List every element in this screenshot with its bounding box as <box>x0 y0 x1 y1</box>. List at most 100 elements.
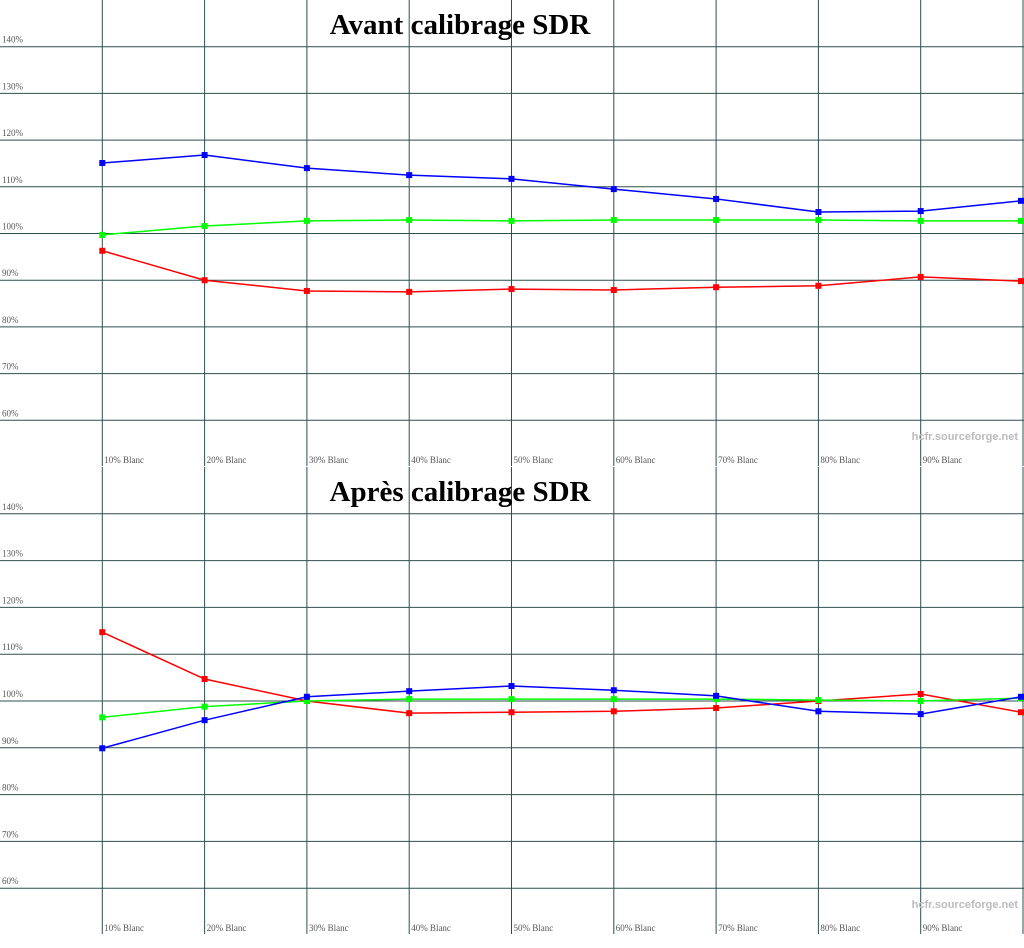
x-tick-label: 60% Blanc <box>616 455 656 465</box>
data-point <box>303 287 310 294</box>
data-point <box>99 159 106 166</box>
y-tick-label: 120% <box>2 128 24 138</box>
data-point <box>508 175 515 182</box>
chart-title: Avant calibrage SDR <box>330 9 592 41</box>
y-tick-label: 60% <box>2 408 19 418</box>
data-point <box>713 696 720 703</box>
data-point <box>815 282 822 289</box>
data-point <box>406 172 413 179</box>
data-point <box>201 717 208 724</box>
series-line <box>102 685 1022 749</box>
series-line <box>102 250 1022 293</box>
data-point <box>508 709 515 716</box>
x-tick-label: 20% Blanc <box>207 455 247 465</box>
x-tick-label: 20% Blanc <box>207 923 247 933</box>
y-tick-label: 60% <box>2 876 19 886</box>
data-point <box>406 710 413 717</box>
data-point <box>815 209 822 216</box>
data-point <box>99 247 106 254</box>
data-point <box>1018 217 1024 224</box>
x-tick-label: 50% Blanc <box>514 455 554 465</box>
data-point <box>713 216 720 223</box>
data-point <box>99 629 106 636</box>
y-tick-label: 140% <box>2 502 24 512</box>
y-tick-label: 130% <box>2 81 24 91</box>
x-tick-label: 90% Blanc <box>923 455 963 465</box>
data-point <box>201 277 208 284</box>
data-point <box>1018 197 1024 204</box>
data-point <box>917 217 924 224</box>
data-point <box>201 223 208 230</box>
data-point <box>508 217 515 224</box>
y-tick-label: 80% <box>2 315 19 325</box>
series-line <box>101 631 1022 714</box>
data-point <box>917 273 924 280</box>
x-tick-label: 30% Blanc <box>309 455 349 465</box>
y-tick-label: 100% <box>2 222 24 232</box>
watermark: hcfr.sourceforge.net <box>912 431 1019 443</box>
data-point <box>201 676 208 683</box>
data-point <box>815 708 822 715</box>
x-tick-label: 70% Blanc <box>718 923 758 933</box>
data-point <box>508 696 515 703</box>
x-tick-label: 70% Blanc <box>718 455 758 465</box>
data-point <box>303 217 310 224</box>
data-point <box>610 696 617 703</box>
y-tick-label: 120% <box>2 595 24 605</box>
data-point <box>917 690 924 697</box>
data-point <box>610 287 617 294</box>
x-tick-label: 80% Blanc <box>820 455 860 465</box>
chart-title: Après calibrage SDR <box>330 476 592 508</box>
data-point <box>610 216 617 223</box>
data-point <box>1018 709 1024 716</box>
data-point <box>917 698 924 704</box>
data-point <box>99 231 106 238</box>
data-point <box>406 288 413 295</box>
series-line <box>102 154 1022 213</box>
x-tick-label: 30% Blanc <box>309 923 349 933</box>
watermark: hcfr.sourceforge.net <box>912 899 1019 911</box>
data-point <box>1018 693 1024 700</box>
data-point <box>508 683 515 690</box>
data-point <box>610 186 617 193</box>
data-point <box>303 165 310 172</box>
y-tick-label: 90% <box>2 736 19 746</box>
y-tick-label: 70% <box>2 362 19 372</box>
data-point <box>917 208 924 215</box>
y-tick-label: 80% <box>2 783 19 793</box>
data-point <box>508 286 515 293</box>
data-point <box>201 703 208 710</box>
x-tick-label: 10% Blanc <box>104 923 144 933</box>
series-line <box>102 219 1021 236</box>
y-tick-label: 110% <box>2 175 23 185</box>
y-tick-label: 70% <box>2 829 19 839</box>
data-point <box>713 284 720 291</box>
data-point <box>406 216 413 223</box>
data-point <box>303 693 310 700</box>
y-tick-label: 110% <box>2 642 23 652</box>
x-tick-label: 50% Blanc <box>514 923 554 933</box>
y-tick-label: 90% <box>2 268 19 278</box>
data-point <box>99 714 106 721</box>
y-tick-label: 100% <box>2 689 24 699</box>
series-line <box>102 697 1022 719</box>
y-tick-label: 140% <box>2 35 24 45</box>
data-point <box>1018 278 1024 285</box>
x-tick-label: 60% Blanc <box>616 923 656 933</box>
data-point <box>99 745 106 752</box>
data-point <box>713 195 720 202</box>
data-point <box>406 696 413 703</box>
x-tick-label: 40% Blanc <box>411 455 451 465</box>
data-point <box>303 698 310 704</box>
data-point <box>713 705 720 712</box>
x-tick-label: 10% Blanc <box>104 455 144 465</box>
data-point <box>406 688 413 695</box>
data-point <box>815 697 822 704</box>
data-point <box>610 687 617 694</box>
y-tick-label: 130% <box>2 549 24 559</box>
data-point <box>815 216 822 223</box>
data-point <box>201 152 208 159</box>
data-point <box>917 711 924 718</box>
x-tick-label: 90% Blanc <box>923 923 963 933</box>
